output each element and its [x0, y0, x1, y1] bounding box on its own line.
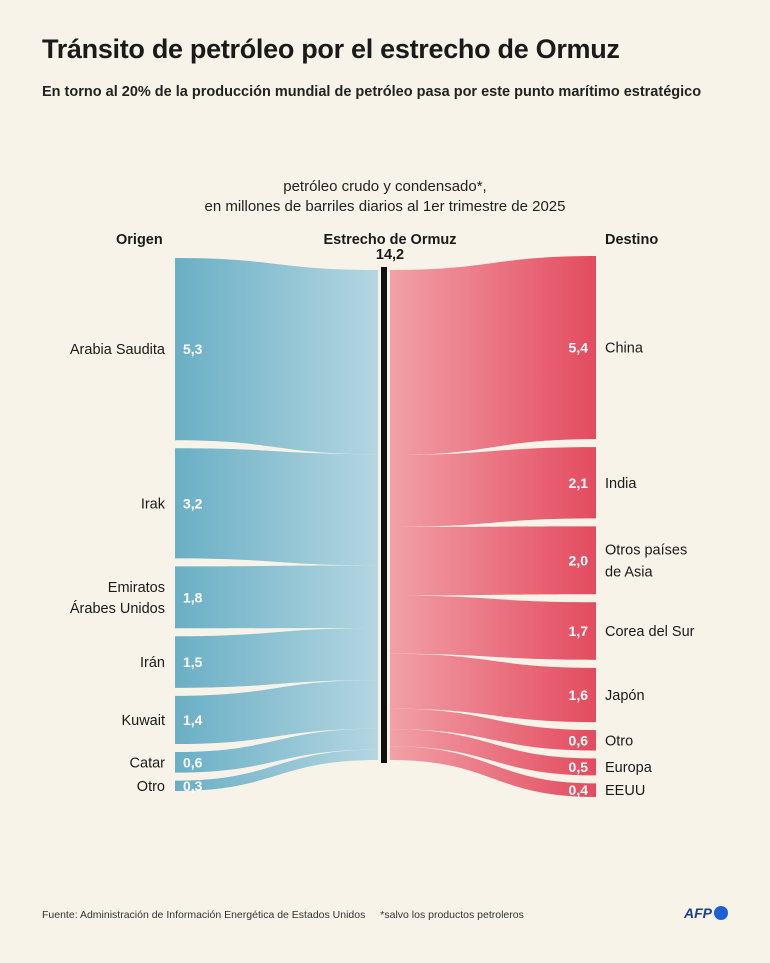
- footnote: *salvo los productos petroleros: [380, 909, 524, 921]
- origin-flow-arabia-saudita: [175, 258, 378, 455]
- source-note: Fuente: Administración de Información En…: [42, 909, 366, 921]
- origin-label-catar: Catar: [130, 755, 166, 771]
- origin-value-otro: 0,3: [183, 778, 203, 794]
- caption-line-2: en millones de barriles diarios al 1er t…: [204, 198, 566, 215]
- destination-label-europa: Europa: [605, 760, 653, 776]
- destination-flow-europa: [390, 729, 596, 776]
- afp-logo: AFP: [684, 905, 728, 921]
- origin-value-catar: 0,6: [183, 754, 203, 770]
- destination-value-india: 2,1: [569, 475, 589, 491]
- destination-label-otro: Otro: [605, 733, 633, 749]
- chart-title: Tránsito de petróleo por el estrecho de …: [42, 34, 620, 64]
- destination-label-india: India: [605, 476, 637, 492]
- destination-value-corea-del-sur: 1,7: [569, 623, 589, 639]
- origin-label-otro: Otro: [137, 779, 165, 795]
- destination-label-china: China: [605, 341, 644, 357]
- destination-value-eeuu: 0,4: [569, 782, 589, 798]
- origin-flow-otro: [175, 749, 378, 791]
- destination-value-china: 5,4: [569, 340, 589, 356]
- origin-value-iran: 1,5: [183, 654, 203, 670]
- destination-flow-india: [390, 447, 596, 527]
- origin-flow-iran: [175, 627, 378, 688]
- origin-header: Origen: [116, 232, 163, 248]
- origin-label-emiratos-arabes-unidos: Emiratos Árabes Unidos: [70, 580, 165, 617]
- origin-label-kuwait: Kuwait: [121, 713, 165, 729]
- caption-line-1: petróleo crudo y condensado*,: [283, 178, 487, 195]
- strait-bar: [381, 267, 387, 763]
- origin-flow-kuwait: [175, 680, 378, 745]
- destination-label-eeuu: EEUU: [605, 783, 645, 799]
- chart-caption: petróleo crudo y condensado*, en millone…: [0, 177, 770, 217]
- destination-value-otro: 0,6: [569, 732, 589, 748]
- destination-label-japon: Japón: [605, 688, 645, 704]
- origin-value-irak: 3,2: [183, 495, 203, 511]
- origin-value-arabia-saudita: 5,3: [183, 341, 203, 357]
- origin-flow-catar: [175, 728, 378, 773]
- destination-value-europa: 0,5: [569, 759, 589, 775]
- strait-total: 14,2: [375, 247, 405, 263]
- destination-value-otros-paises-de-asia: 2,0: [569, 552, 589, 568]
- afp-logo-text: AFP: [684, 905, 712, 921]
- origin-label-irak: Irak: [141, 496, 166, 512]
- destination-flow-eeuu: [390, 746, 596, 797]
- origin-value-emiratos-arabes-unidos: 1,8: [183, 589, 203, 605]
- destination-flow-otro: [390, 708, 596, 751]
- destination-flow-corea-del-sur: [390, 595, 596, 660]
- strait-header: Estrecho de Ormuz: [323, 232, 457, 248]
- destination-label-corea-del-sur: Corea del Sur: [605, 624, 695, 640]
- chart-subtitle: En torno al 20% de la producción mundial…: [42, 84, 702, 100]
- origin-value-kuwait: 1,4: [183, 712, 203, 728]
- destination-header: Destino: [605, 232, 659, 248]
- origin-flow-irak: [175, 448, 378, 566]
- origin-label-iran: Irán: [140, 655, 165, 671]
- destination-label-otros-paises-de-asia: Otros países de Asia: [605, 542, 687, 580]
- destination-flow-japon: [390, 653, 596, 723]
- afp-logo-dot-icon: [714, 906, 728, 920]
- destination-flow-otros-paises-de-asia: [390, 526, 596, 596]
- origin-flow-emiratos-arabes-unidos: [175, 565, 378, 629]
- destination-value-japon: 1,6: [569, 687, 589, 703]
- destination-flow-china: [390, 256, 596, 456]
- origin-label-arabia-saudita: Arabia Saudita: [70, 342, 166, 358]
- footer: Fuente: Administración de Información En…: [42, 909, 536, 921]
